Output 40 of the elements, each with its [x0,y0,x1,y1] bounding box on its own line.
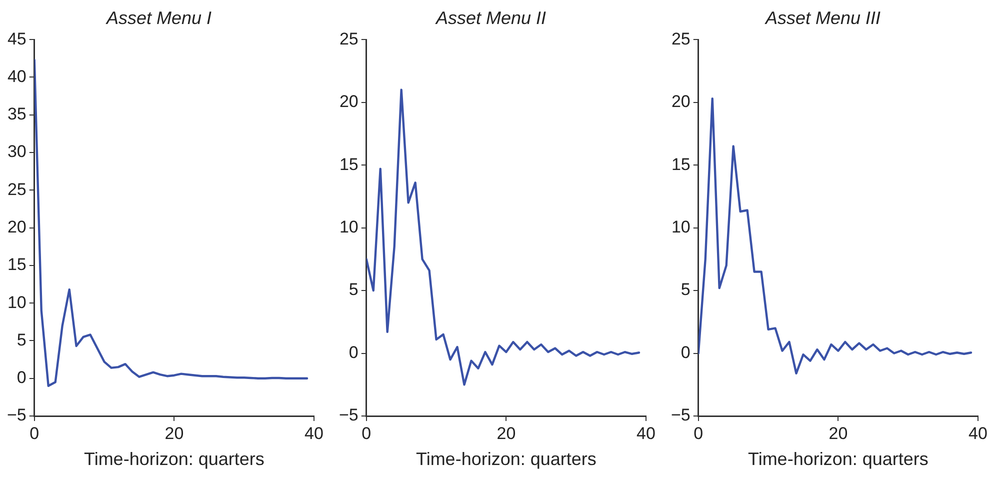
y-tick-label: 10 [671,217,690,236]
x-tick-label: 0 [362,424,372,443]
x-tick-label: 20 [496,424,516,443]
y-tick-label: 35 [7,104,26,124]
x-axis-title: Time-horizon: quarters [748,449,928,470]
y-tick-label: −5 [338,406,358,425]
x-axis-title: Time-horizon: quarters [84,449,264,470]
y-tick-label: 5 [680,280,690,300]
y-tick-label: 10 [339,217,358,236]
y-tick-label: 15 [671,154,690,174]
y-tick-label: 15 [7,255,26,274]
x-tick-label: 0 [30,424,40,443]
chart-title: Asset Menu III [764,8,881,28]
chart-title: Asset Menu II [434,8,546,28]
y-tick-label: 10 [7,292,26,312]
y-tick-label: 25 [7,180,26,199]
y-tick-label: 5 [16,330,26,350]
y-tick-label: 5 [348,280,358,300]
x-tick-label: 40 [636,424,656,443]
x-tick-label: 20 [828,424,848,443]
y-tick-label: 20 [671,92,690,112]
y-tick-label: 20 [7,217,26,236]
y-tick-label: 0 [16,368,26,388]
x-tick-label: 20 [164,424,184,443]
y-tick-label: 25 [671,29,690,48]
y-tick-label: 15 [339,154,358,174]
y-tick-label: 45 [7,29,26,48]
x-tick-label: 40 [304,424,324,443]
y-tick-label: 25 [339,29,358,48]
y-tick-label: 20 [339,92,358,112]
y-tick-label: 0 [348,342,358,362]
chart-title: Asset Menu I [105,8,212,28]
y-tick-label: 30 [7,142,26,162]
y-tick-label: 0 [680,342,690,362]
x-tick-label: 0 [694,424,704,443]
y-tick-label: 40 [7,66,26,86]
y-tick-label: −5 [670,406,690,425]
y-tick-label: −5 [6,406,26,425]
x-axis-title: Time-horizon: quarters [416,449,596,470]
x-tick-label: 40 [968,424,988,443]
